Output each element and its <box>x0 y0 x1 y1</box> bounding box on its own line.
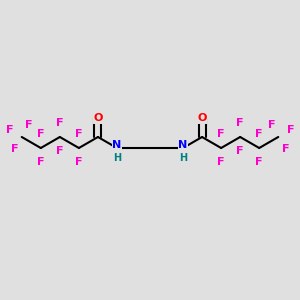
Text: F: F <box>37 157 44 167</box>
Text: F: F <box>56 146 64 156</box>
Text: F: F <box>25 120 32 130</box>
Text: F: F <box>75 129 82 139</box>
Text: F: F <box>236 118 244 128</box>
Text: F: F <box>11 144 19 154</box>
Text: N: N <box>178 140 188 150</box>
Text: F: F <box>75 157 82 167</box>
Text: F: F <box>236 146 244 156</box>
Text: F: F <box>218 157 225 167</box>
Text: F: F <box>56 118 64 128</box>
Text: F: F <box>281 144 289 154</box>
Text: F: F <box>256 129 263 139</box>
Text: F: F <box>268 120 275 130</box>
Text: F: F <box>286 125 294 135</box>
Text: H: H <box>113 153 121 163</box>
Text: F: F <box>218 129 225 139</box>
Text: N: N <box>112 140 122 150</box>
Text: O: O <box>197 113 207 123</box>
Text: H: H <box>179 153 187 163</box>
Text: F: F <box>256 157 263 167</box>
Text: F: F <box>37 129 44 139</box>
Text: O: O <box>93 113 103 123</box>
Text: F: F <box>6 125 14 135</box>
